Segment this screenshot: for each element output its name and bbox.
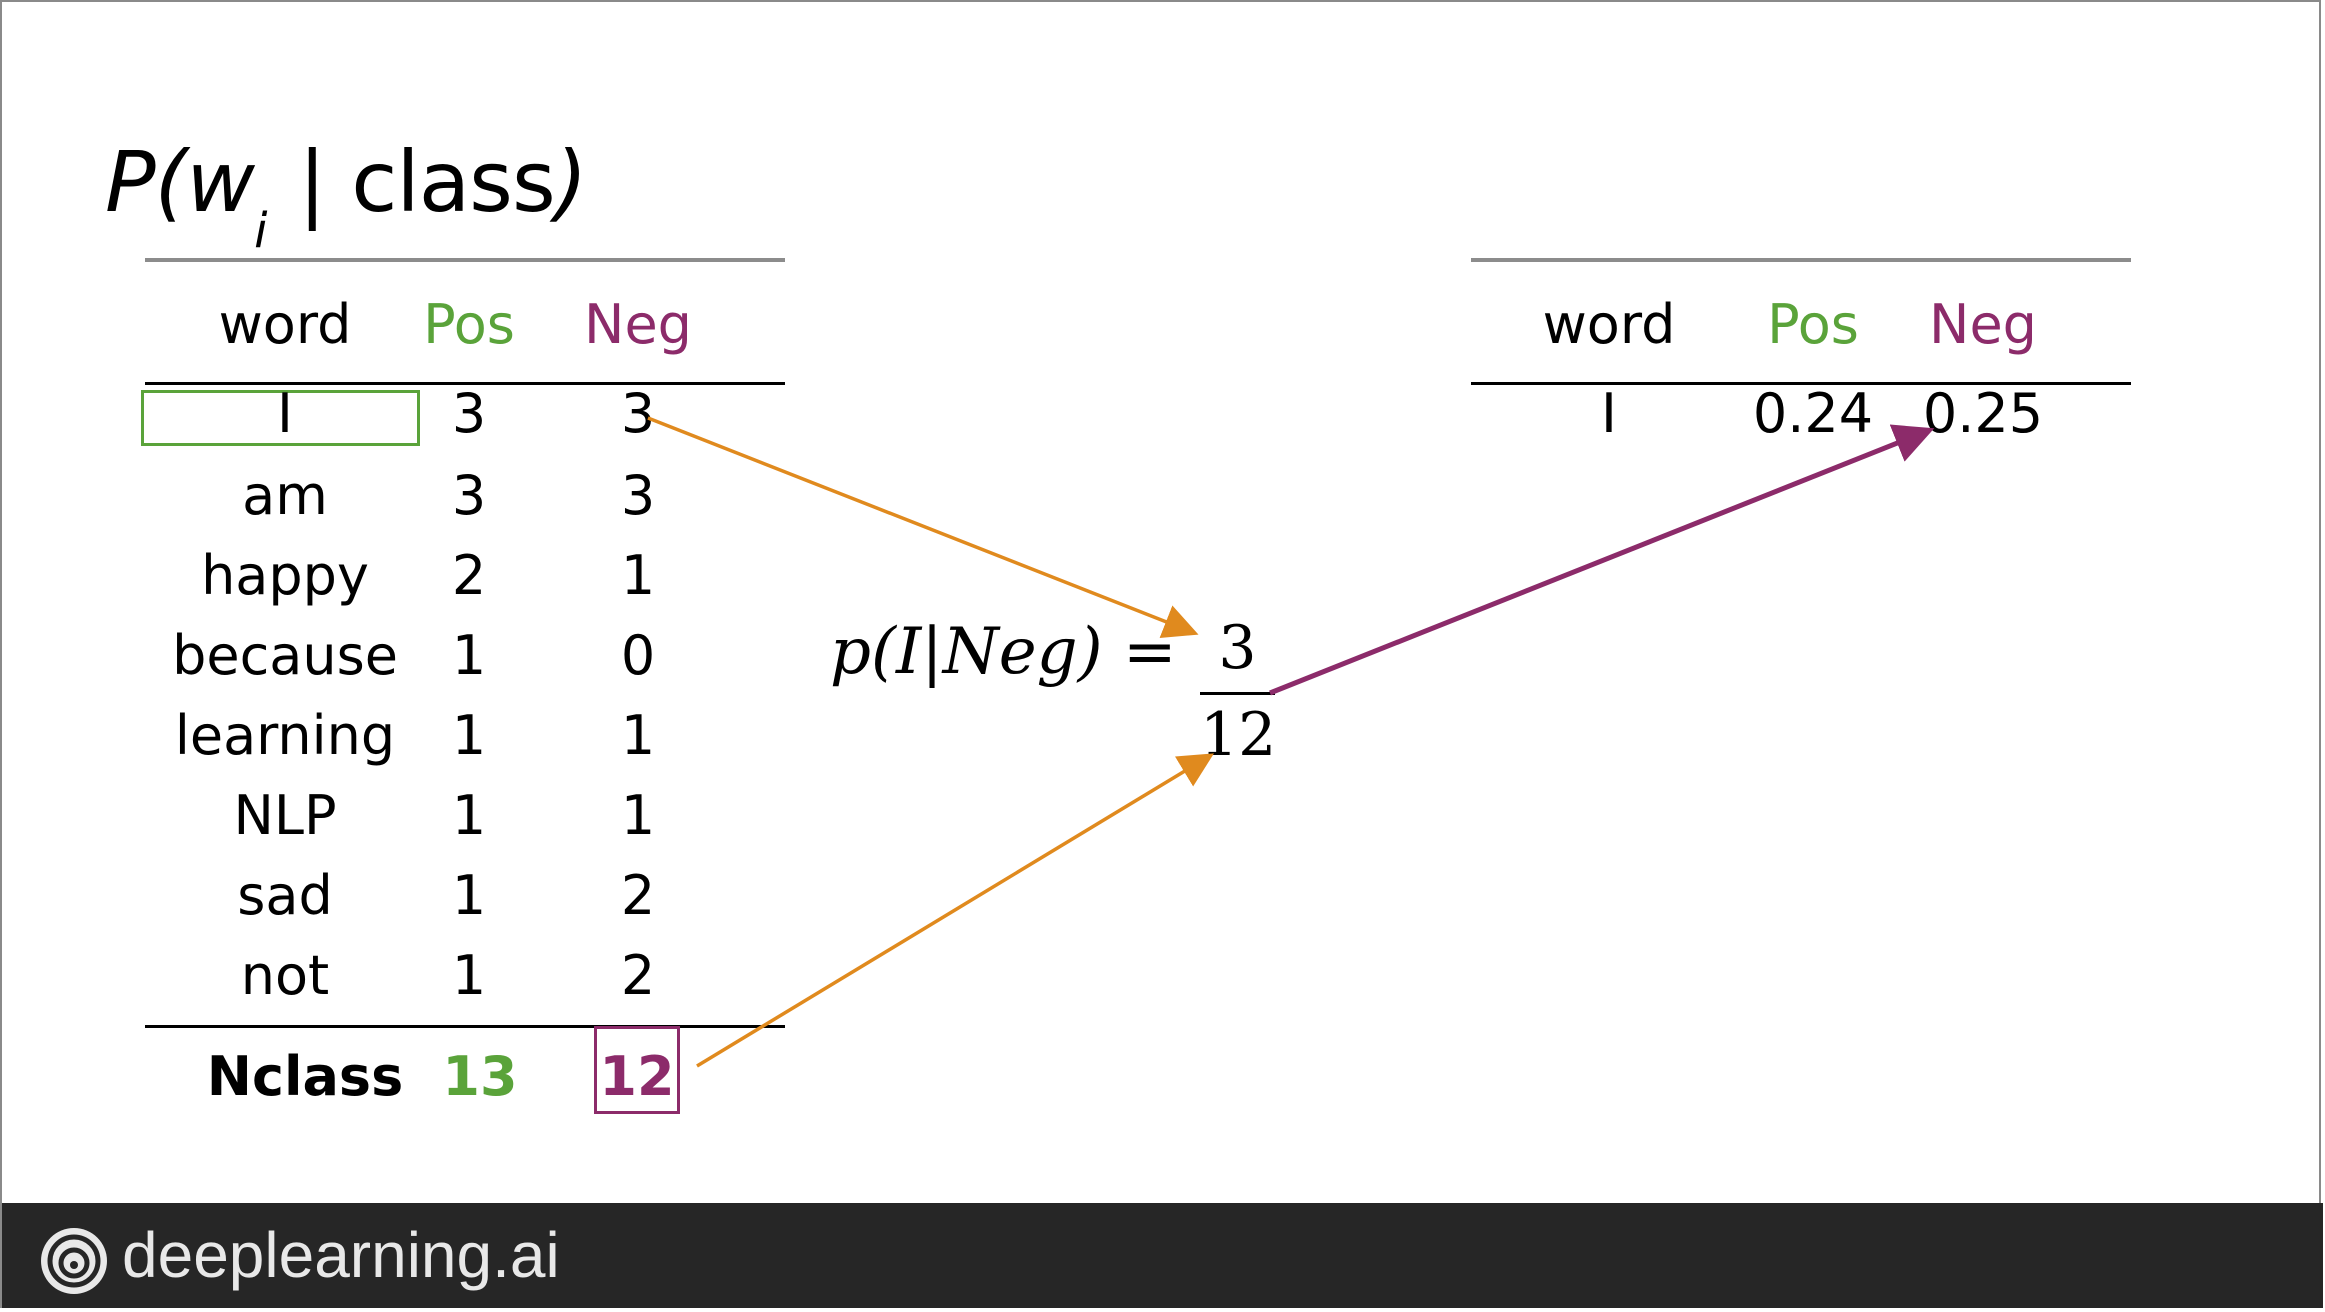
table-row-neg: 0 bbox=[620, 624, 656, 687]
left-table-header-rule bbox=[145, 382, 785, 385]
right-header-pos: Pos bbox=[1767, 293, 1859, 356]
table-row-word: because bbox=[172, 624, 398, 687]
fraction-bar bbox=[1200, 692, 1275, 695]
left-header-word: word bbox=[218, 293, 352, 356]
total-neg: 12 bbox=[599, 1045, 675, 1108]
table-row-neg: 3 bbox=[620, 464, 656, 527]
table-row-pos: 1 bbox=[451, 864, 487, 927]
table-row-neg: 1 bbox=[620, 704, 656, 767]
deeplearning-logo-icon bbox=[41, 1228, 107, 1294]
left-table-total-rule bbox=[145, 1025, 785, 1028]
total-pos: 13 bbox=[442, 1045, 518, 1108]
table-row-neg: 1 bbox=[620, 784, 656, 847]
left-header-pos: Pos bbox=[423, 293, 515, 356]
formula-lhs: p(I|Neg) = bbox=[830, 615, 1177, 689]
table-row-word: I bbox=[277, 382, 293, 445]
table-row-neg: 3 bbox=[620, 382, 656, 445]
arrow-neg-total-to-denominator bbox=[696, 753, 1214, 1068]
table-row-pos: 1 bbox=[451, 784, 487, 847]
table-row-word: I bbox=[1601, 382, 1617, 445]
word-i-highlight-box bbox=[141, 390, 420, 446]
table-row-pos: 1 bbox=[451, 704, 487, 767]
table-row-word: not bbox=[240, 944, 330, 1007]
table-row-neg: 1 bbox=[620, 544, 656, 607]
table-row-neg: 0.25 bbox=[1922, 382, 2044, 445]
table-row-pos: 3 bbox=[451, 464, 487, 527]
slide-title: P(wi | class) bbox=[105, 133, 587, 259]
table-row-word: happy bbox=[201, 544, 369, 607]
table-row-pos: 2 bbox=[451, 544, 487, 607]
table-row-pos: 1 bbox=[451, 624, 487, 687]
total-label: Nclass bbox=[206, 1045, 404, 1108]
right-table-header-rule bbox=[1471, 382, 2131, 385]
arrow-neg-count-to-numerator bbox=[647, 416, 1199, 639]
left-table-top-rule bbox=[145, 258, 785, 262]
table-row-word: learning bbox=[174, 704, 396, 767]
formula-fraction: 3 12 bbox=[1200, 613, 1276, 765]
table-row-neg: 2 bbox=[620, 864, 656, 927]
right-table-top-rule bbox=[1471, 258, 2131, 262]
footer-bar: deeplearning.ai bbox=[2, 1203, 2323, 1308]
table-row-pos: 1 bbox=[451, 944, 487, 1007]
total-neg-highlight-box bbox=[594, 1026, 680, 1114]
right-header-neg: Neg bbox=[1929, 293, 2037, 356]
table-row-neg: 2 bbox=[620, 944, 656, 1007]
arrow-fraction-to-result bbox=[1269, 424, 1935, 696]
brand-name: deeplearning.ai bbox=[122, 1219, 560, 1291]
table-row-pos: 3 bbox=[451, 382, 487, 445]
table-row-word: sad bbox=[237, 864, 333, 927]
fraction-numerator: 3 bbox=[1218, 613, 1257, 683]
table-row-pos: 0.24 bbox=[1752, 382, 1874, 445]
right-header-word: word bbox=[1542, 293, 1676, 356]
table-row-word: NLP bbox=[233, 784, 337, 847]
table-row-word: am bbox=[242, 464, 328, 527]
left-header-neg: Neg bbox=[584, 293, 692, 356]
